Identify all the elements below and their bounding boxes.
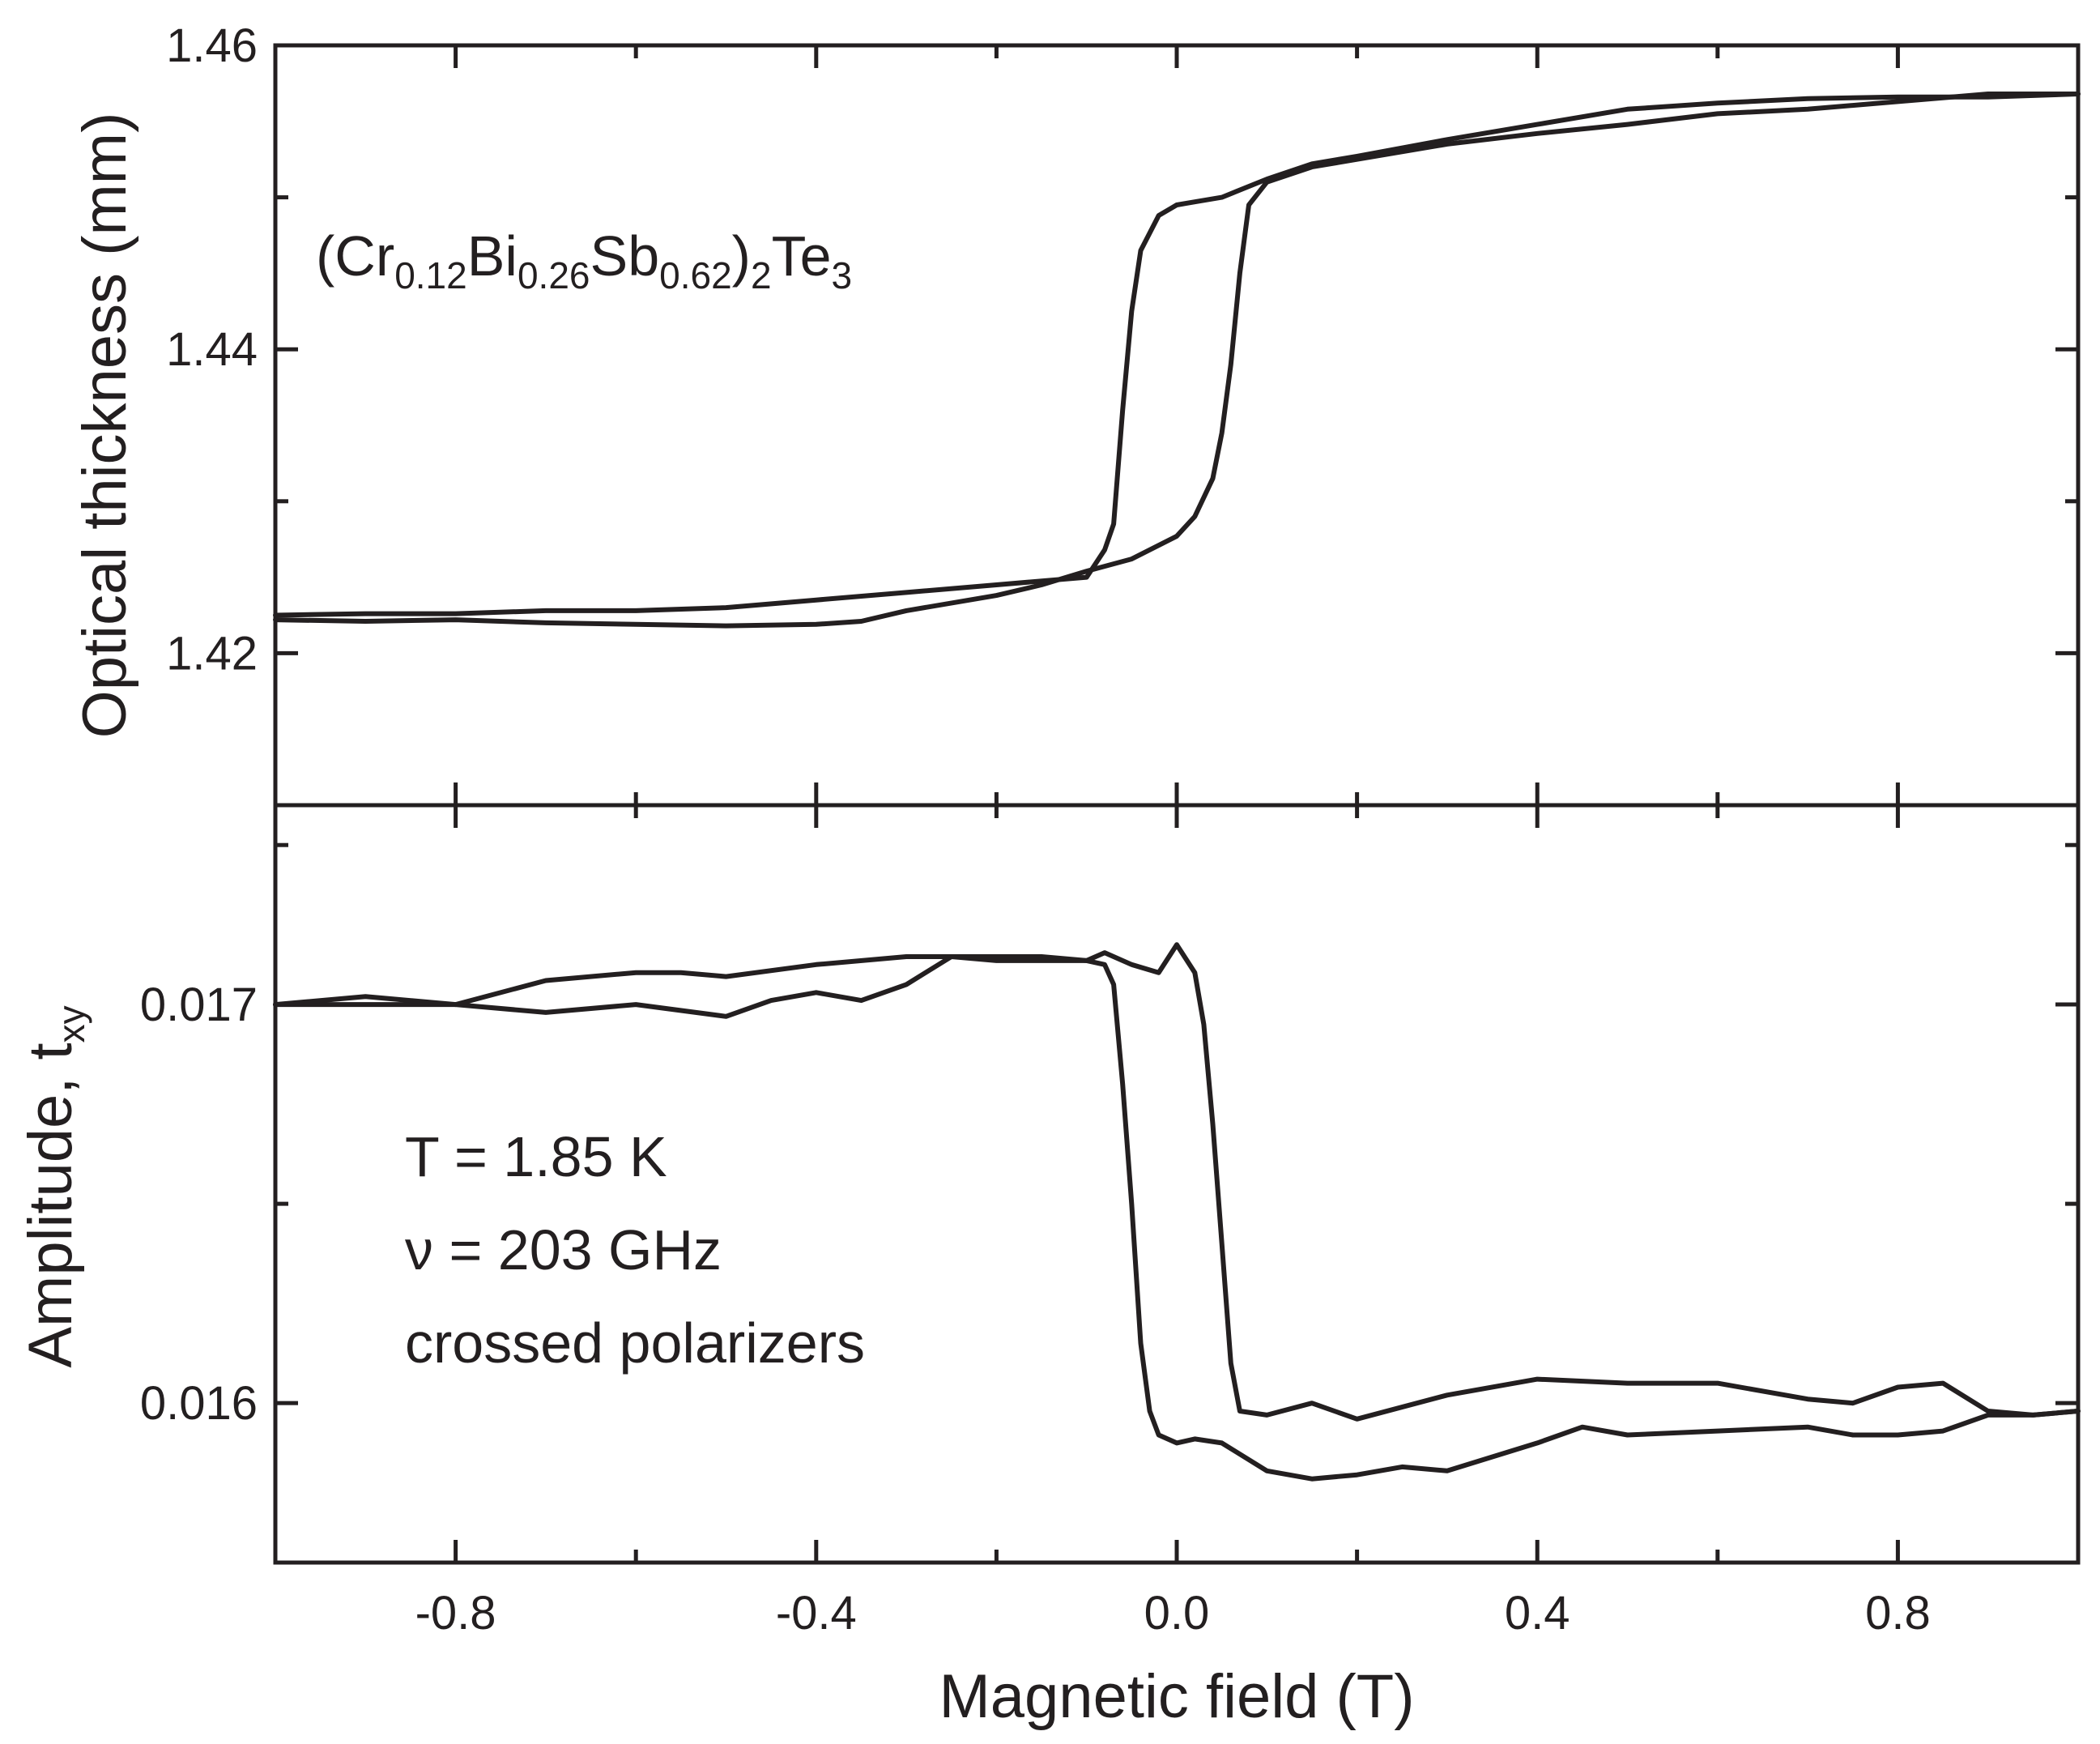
x-tick-label-0: -0.8 — [415, 1587, 496, 1640]
compound-formula: (Cr0.12Bi0.26Sb0.62)2Te3 — [316, 224, 852, 296]
x-tick-label-2: 0.0 — [1144, 1587, 1210, 1640]
bottom-curves — [273, 942, 2081, 1482]
top-curve-sweep-down — [273, 92, 2081, 618]
top-curves — [273, 92, 2081, 629]
top-y-axis-title: Optical thickness (mm) — [70, 113, 139, 739]
bottom-tick-labels: 0.016 0.017 -0.8 -0.4 0.0 0.4 0.8 — [140, 979, 1931, 1640]
bottom-panel: 0.016 0.017 -0.8 -0.4 0.0 0.4 0.8 Amplitude, t… — [16, 803, 2081, 1731]
x-tick-label-1: -0.4 — [776, 1587, 857, 1640]
top-panel-frame — [273, 43, 2081, 808]
top-curve-sweep-up — [273, 92, 2081, 629]
bottom-ticks — [275, 805, 2078, 1563]
top-y-tick-label-2: 1.46 — [166, 19, 258, 72]
top-ticks — [275, 43, 2078, 805]
annotation-polarizers: crossed polarizers — [405, 1311, 865, 1375]
x-tick-label-3: 0.4 — [1505, 1587, 1570, 1640]
top-tick-labels: 1.42 1.44 1.46 — [166, 19, 258, 680]
top-y-tick-label-0: 1.42 — [166, 627, 258, 680]
annotation-frequency: ν = 203 GHz — [405, 1218, 722, 1281]
annotation-temperature: T = 1.85 K — [405, 1125, 667, 1188]
bottom-y-axis-title: Amplitude, txy — [16, 1005, 92, 1367]
x-tick-label-4: 0.8 — [1865, 1587, 1931, 1640]
top-y-tick-label-1: 1.44 — [166, 323, 258, 376]
top-panel: 1.42 1.44 1.46 Optical thickness (mm) (Cr0… — [70, 19, 2081, 808]
bottom-curve-sweep-down — [273, 954, 2081, 1482]
bottom-y-tick-label-1: 0.017 — [140, 979, 258, 1031]
bottom-y-tick-label-0: 0.016 — [140, 1377, 258, 1430]
bottom-curve-sweep-up — [273, 942, 2081, 1422]
x-axis-title: Magnetic field (T) — [939, 1662, 1414, 1731]
